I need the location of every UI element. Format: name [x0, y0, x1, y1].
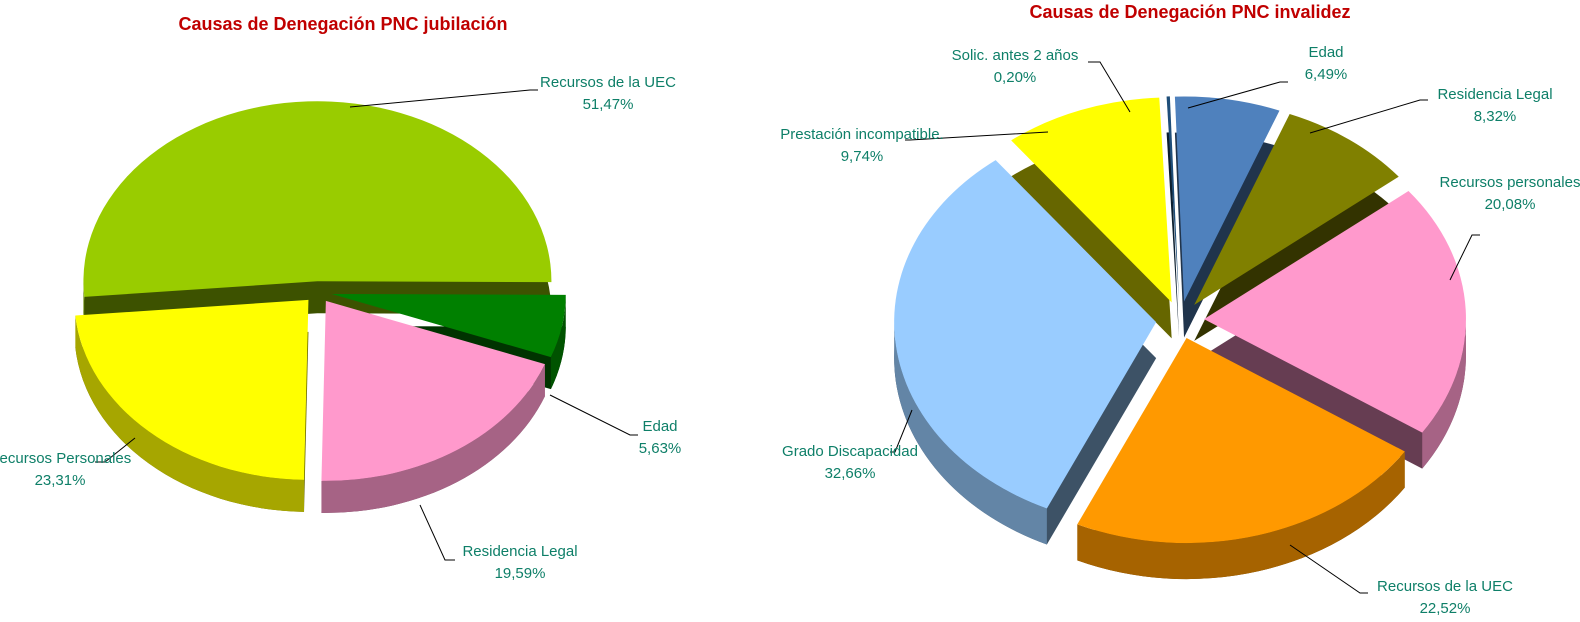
data-label: Prestación incompatible. 9,74% — [777, 124, 947, 168]
slice — [1077, 338, 1405, 544]
data-label: Residencia Legal 19,59% — [435, 541, 605, 585]
leader-line — [1088, 61, 1131, 113]
leader-line — [95, 437, 136, 463]
data-label: Edad 6,49% — [1241, 42, 1411, 86]
data-label: Recursos Personales 23,31% — [0, 448, 145, 492]
category-label: Prestación incompatible. — [780, 126, 944, 143]
category-label: Edad — [642, 418, 678, 435]
slice — [321, 300, 545, 481]
slice-side — [1077, 451, 1405, 580]
value-label: 9,74% — [840, 148, 884, 165]
data-label: Recursos de la UEC 51,47% — [523, 72, 693, 116]
chart-title: Causas de Denegación PNC jubilación — [178, 14, 508, 34]
category-label: Recursos de la UEC — [540, 74, 676, 91]
slice — [894, 160, 1157, 509]
data-label: Edad 5,63% — [575, 416, 745, 460]
leader-line — [1449, 234, 1480, 281]
slice-base — [1166, 132, 1180, 338]
chart-title: Causas de Denegación PNC invalidez — [1029, 2, 1351, 22]
leader-line — [890, 409, 913, 453]
leader-line — [1289, 544, 1368, 594]
slice-side — [321, 364, 545, 513]
value-label: 0,20% — [993, 69, 1037, 86]
category-label: Recursos de la UEC — [1377, 578, 1513, 595]
value-label: 6,49% — [1304, 66, 1348, 83]
category-label: Solic. antes 2 años — [951, 47, 1079, 64]
value-label: 8,32% — [1473, 108, 1517, 125]
value-label: 32,66% — [824, 465, 876, 482]
category-label: Grado Discapacidad — [782, 443, 918, 460]
slice — [331, 293, 566, 358]
category-label: Recursos personales — [1439, 174, 1580, 191]
leader-line — [1187, 81, 1288, 109]
slice — [1203, 191, 1466, 433]
slice-side — [550, 294, 566, 390]
category-label: Residencia Legal — [1437, 86, 1553, 103]
value-label: 20,08% — [1484, 196, 1536, 213]
slice-side — [1422, 319, 1466, 469]
slice — [83, 101, 552, 297]
leader-line — [1309, 99, 1428, 134]
data-label: Recursos de la UEC 22,52% — [1360, 576, 1530, 620]
category-label: Recursos Personales — [0, 450, 132, 467]
value-label: 5,63% — [638, 440, 682, 457]
data-label: Grado Discapacidad 32,66% — [765, 441, 935, 485]
value-label: 23,31% — [34, 472, 86, 489]
value-label: 51,47% — [582, 96, 634, 113]
data-label: Residencia Legal 8,32% — [1410, 84, 1580, 128]
value-label: 19,59% — [494, 565, 546, 582]
slice-side — [894, 322, 1047, 545]
slice — [1194, 113, 1399, 305]
leader-line — [349, 89, 538, 108]
slice — [75, 299, 309, 480]
slice — [1011, 97, 1172, 303]
slice-side — [75, 315, 305, 512]
slice — [1166, 96, 1180, 302]
leader-line — [419, 504, 455, 561]
data-label: Recursos personales 20,08% — [1425, 172, 1580, 216]
data-label: Solic. antes 2 años 0,20% — [930, 45, 1100, 89]
value-label: 22,52% — [1419, 600, 1471, 617]
leader-line — [905, 131, 1049, 141]
category-label: Residencia Legal — [462, 543, 578, 560]
slice — [1174, 96, 1280, 302]
category-label: Edad — [1308, 44, 1344, 61]
leader-line — [549, 394, 638, 436]
